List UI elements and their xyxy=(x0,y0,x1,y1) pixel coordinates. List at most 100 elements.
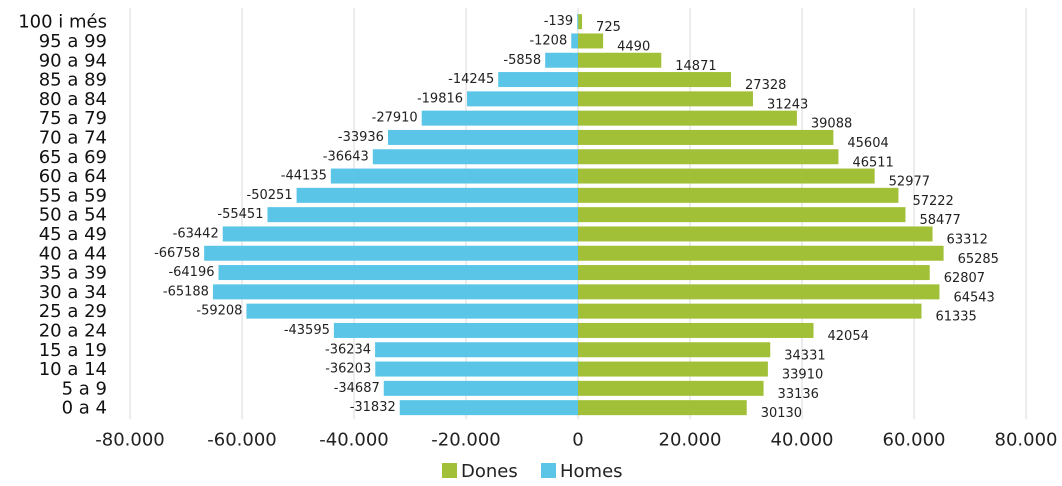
bar-dones-8 xyxy=(578,245,944,261)
bar-dones-15 xyxy=(578,110,797,126)
bar-homes-20 xyxy=(577,14,579,30)
bar-homes-5 xyxy=(246,303,579,319)
category-label: 60 a 64 xyxy=(39,166,107,187)
x-tick-label: 80.000 xyxy=(995,429,1058,450)
data-label-dones-4: 42054 xyxy=(828,329,869,344)
bar-homes-12 xyxy=(330,168,578,184)
category-label: 65 a 69 xyxy=(39,147,107,168)
bar-dones-14 xyxy=(578,129,834,145)
bar-dones-10 xyxy=(578,207,906,223)
bar-homes-10 xyxy=(267,207,578,223)
bar-homes-18 xyxy=(545,52,578,68)
data-label-homes-5: -59208 xyxy=(196,304,242,319)
bar-dones-6 xyxy=(578,284,940,300)
data-label-homes-10: -55451 xyxy=(217,207,263,222)
x-tick-label: 40.000 xyxy=(771,429,834,450)
data-label-dones-8: 65285 xyxy=(958,252,999,267)
bar-homes-1 xyxy=(383,380,578,396)
data-label-homes-15: -27910 xyxy=(372,111,418,126)
category-label: 45 a 49 xyxy=(39,224,107,245)
x-tick-label: 60.000 xyxy=(883,429,946,450)
x-axis-ticks: -80.000 -60.000 -40.000 -20.000 0 20.000 40.00… xyxy=(95,429,1057,450)
category-label: 80 a 84 xyxy=(39,89,107,110)
data-label-homes-19: -1208 xyxy=(529,33,567,48)
bar-homes-19 xyxy=(571,33,578,49)
category-label: 35 a 39 xyxy=(39,263,107,284)
category-label: 20 a 24 xyxy=(39,320,107,341)
bar-homes-8 xyxy=(204,245,578,261)
data-label-dones-12: 52977 xyxy=(889,175,930,190)
data-label-homes-18: -5858 xyxy=(503,53,541,68)
bar-dones-12 xyxy=(578,168,875,184)
data-label-dones-2: 33910 xyxy=(782,368,823,383)
bar-homes-17 xyxy=(498,72,578,88)
data-label-homes-8: -66758 xyxy=(154,246,200,261)
x-tick-label: 0 xyxy=(572,429,583,450)
x-tick-label: -20.000 xyxy=(431,429,500,450)
category-label: 15 a 19 xyxy=(39,340,107,361)
legend-swatch-homes xyxy=(541,463,556,478)
bar-dones-1 xyxy=(578,380,764,396)
data-label-homes-13: -36643 xyxy=(323,149,369,164)
category-label: 85 a 89 xyxy=(39,70,107,91)
data-label-dones-13: 46511 xyxy=(852,155,893,170)
x-tick-label: -60.000 xyxy=(207,429,276,450)
bar-dones-19 xyxy=(578,33,604,49)
data-label-homes-9: -63442 xyxy=(173,226,219,241)
data-label-homes-6: -65188 xyxy=(163,284,209,299)
category-label: 10 a 14 xyxy=(39,359,107,380)
bar-dones-0 xyxy=(578,400,747,416)
data-label-homes-12: -44135 xyxy=(281,169,327,184)
category-label: 25 a 29 xyxy=(39,301,107,322)
data-label-homes-3: -36234 xyxy=(325,342,371,357)
data-label-dones-16: 31243 xyxy=(767,97,808,112)
category-label: 55 a 59 xyxy=(39,185,107,206)
data-label-dones-20: 725 xyxy=(596,20,621,35)
bar-dones-18 xyxy=(578,52,662,68)
x-tick-label: -80.000 xyxy=(95,429,164,450)
legend: Dones Homes xyxy=(442,461,623,482)
data-label-homes-14: -33936 xyxy=(338,130,384,145)
bar-homes-2 xyxy=(375,361,578,377)
category-label: 70 a 74 xyxy=(39,127,107,148)
bar-homes-6 xyxy=(212,284,578,300)
data-label-dones-9: 63312 xyxy=(947,232,988,247)
category-label: 50 a 54 xyxy=(39,205,107,226)
bars xyxy=(204,14,944,416)
data-label-homes-2: -36203 xyxy=(325,362,371,377)
data-label-homes-16: -19816 xyxy=(417,91,463,106)
data-label-dones-3: 34331 xyxy=(784,348,825,363)
data-label-dones-11: 57222 xyxy=(912,194,953,209)
category-label: 5 a 9 xyxy=(62,378,107,399)
bar-dones-3 xyxy=(578,342,771,358)
bar-dones-9 xyxy=(578,226,933,242)
data-label-dones-18: 14871 xyxy=(675,59,716,74)
data-label-dones-5: 61335 xyxy=(935,310,976,325)
bar-homes-3 xyxy=(375,342,578,358)
data-label-dones-15: 39088 xyxy=(811,117,852,132)
bar-dones-16 xyxy=(578,91,753,107)
data-label-dones-14: 45604 xyxy=(847,136,888,151)
category-label: 0 a 4 xyxy=(62,398,107,419)
bar-dones-5 xyxy=(578,303,922,319)
category-label: 95 a 99 xyxy=(39,31,107,52)
bar-dones-17 xyxy=(578,72,732,88)
data-label-dones-17: 27328 xyxy=(745,78,786,93)
bar-homes-9 xyxy=(222,226,578,242)
bar-homes-15 xyxy=(421,110,578,126)
category-label: 100 i més xyxy=(18,12,107,33)
data-label-dones-1: 33136 xyxy=(778,387,819,402)
legend-swatch-dones xyxy=(442,463,457,478)
bar-homes-13 xyxy=(372,149,578,165)
category-label: 30 a 34 xyxy=(39,282,107,303)
data-label-homes-7: -64196 xyxy=(168,265,214,280)
category-label: 90 a 94 xyxy=(39,50,107,71)
data-label-dones-0: 30130 xyxy=(761,406,802,421)
bar-dones-7 xyxy=(578,265,930,281)
legend-label-homes: Homes xyxy=(560,461,623,482)
x-tick-label: -40.000 xyxy=(319,429,388,450)
bar-dones-11 xyxy=(578,187,899,203)
bar-homes-16 xyxy=(467,91,578,107)
